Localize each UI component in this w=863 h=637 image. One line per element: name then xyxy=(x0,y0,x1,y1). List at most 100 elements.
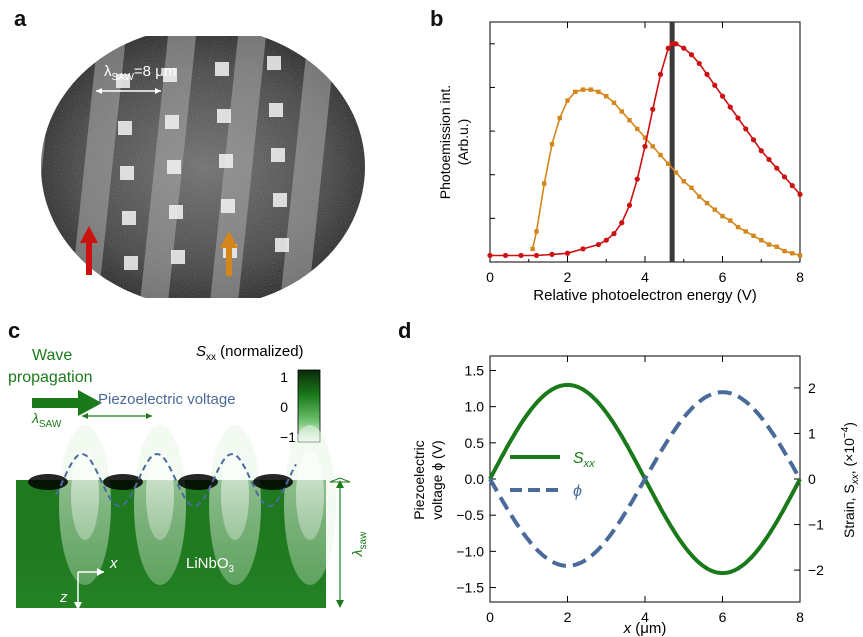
data-point xyxy=(542,181,547,186)
depth-lambda-label: λsaw xyxy=(349,531,369,557)
data-point xyxy=(580,246,586,252)
data-point xyxy=(530,246,535,252)
data-point xyxy=(774,244,779,249)
data-point xyxy=(588,87,593,92)
data-point xyxy=(635,126,640,132)
y-tick-label: −1.5 xyxy=(456,580,484,596)
coordinate-axes: x z xyxy=(59,555,118,610)
data-point xyxy=(750,137,757,143)
data-point xyxy=(759,237,764,243)
x-tick-label: 8 xyxy=(796,269,804,285)
y-tick-label: 0.0 xyxy=(465,471,485,487)
y-axis-label-line2: (Arb.u.) xyxy=(455,119,471,166)
y2-tick-label: −1 xyxy=(808,517,824,533)
panel-d-chart: 0 2 4 6 8 1.5 1.0 0.5 0.0 −0.5 −1.0 −1.5 2 1 0 −1 −2 Sxx… xyxy=(411,355,861,637)
colorbar-tick-1: 1 xyxy=(280,369,288,385)
data-point xyxy=(704,200,710,206)
data-point xyxy=(719,93,726,99)
data-point xyxy=(735,224,741,230)
y-axis-left-label-line2: voltage ϕ (V) xyxy=(429,440,445,519)
svg-text:x: x xyxy=(109,555,118,572)
piezo-voltage-wave xyxy=(55,452,297,508)
data-point xyxy=(681,179,686,184)
data-point xyxy=(650,144,655,149)
x-tick-label: 6 xyxy=(719,269,727,285)
lambda-saw-label: λSAW xyxy=(31,410,62,430)
series-line-1 xyxy=(490,43,801,257)
data-point xyxy=(595,241,602,248)
wave-direction-arrow xyxy=(32,390,102,416)
data-point xyxy=(603,237,609,243)
y2-tick-label: 0 xyxy=(808,471,816,487)
y-tick-label: 1.5 xyxy=(465,362,485,378)
data-point xyxy=(673,170,679,175)
panel-letter-b: b xyxy=(430,6,444,31)
data-point xyxy=(669,41,675,47)
data-point xyxy=(712,82,718,88)
legend-phi: ϕ xyxy=(573,483,582,500)
data-point xyxy=(681,45,687,51)
panel-c-schematic: Wave propagation Sxx (normalized) 1 0 −1… xyxy=(8,343,369,610)
data-point xyxy=(766,242,772,247)
y-axis-label-line1: Photoemission int. xyxy=(437,85,453,199)
series-line-0 xyxy=(531,88,801,257)
data-point xyxy=(712,207,717,212)
data-point xyxy=(642,143,648,149)
data-point xyxy=(611,100,617,105)
data-point xyxy=(573,89,578,95)
x-tick-label: 8 xyxy=(796,609,804,625)
y2-tick-label: 2 xyxy=(808,380,816,396)
depth-arrow xyxy=(329,477,351,608)
x-tick-label: 0 xyxy=(486,269,494,285)
y-axis-left-label-line1: Piezoelectric xyxy=(411,440,427,519)
data-point xyxy=(797,191,803,197)
colorbar-title: Sxx (normalized) xyxy=(196,343,304,363)
data-point xyxy=(626,202,633,208)
data-point xyxy=(781,174,788,180)
data-point xyxy=(688,52,695,58)
red-arrow xyxy=(80,226,98,275)
x-tick-label: 4 xyxy=(641,269,649,285)
data-point xyxy=(657,71,664,77)
panel-letter-c: c xyxy=(8,318,21,343)
y-tick-label: 1.0 xyxy=(465,399,485,415)
wave-label-line2: propagation xyxy=(8,369,93,386)
colorbar-tick-0: 0 xyxy=(280,399,288,415)
svg-text:z: z xyxy=(59,589,68,606)
data-point xyxy=(549,141,555,147)
data-point xyxy=(518,252,524,259)
data-point xyxy=(697,194,702,199)
data-point xyxy=(766,156,772,163)
data-point xyxy=(774,165,780,171)
y-axis-right-label: Strain, Sxx, (×10−4) xyxy=(840,422,861,538)
y-tick-label: 0.5 xyxy=(465,435,485,451)
legend-sxx: Sxx xyxy=(573,450,595,470)
data-point xyxy=(751,233,756,239)
y-tick-label: −0.5 xyxy=(456,507,484,523)
x-tick-label: 6 xyxy=(719,609,727,625)
data-point xyxy=(727,104,733,110)
data-point xyxy=(502,252,509,259)
data-point xyxy=(720,213,725,219)
data-point xyxy=(658,152,663,158)
panel-a-micrograph: λSAW=8 μm xyxy=(38,36,368,298)
colorbar-tick-neg1: −1 xyxy=(280,429,296,445)
data-point xyxy=(758,148,764,154)
data-point xyxy=(728,218,733,223)
data-point xyxy=(743,229,748,234)
x-tick-label: 2 xyxy=(564,269,572,285)
panel-letter-a: a xyxy=(14,6,27,31)
data-point xyxy=(580,87,586,92)
x-tick-label: 4 xyxy=(641,609,649,625)
substrate xyxy=(16,425,336,608)
data-point xyxy=(557,115,562,121)
panel-b-chart: 0 2 4 6 8 Photoemission int. (Arb.u.) Relati… xyxy=(437,21,804,304)
data-point xyxy=(619,220,625,226)
data-point xyxy=(611,231,617,237)
data-point xyxy=(596,89,601,95)
x-tick-label: 0 xyxy=(486,609,494,625)
data-point xyxy=(604,93,609,99)
x-axis-label: x (μm) xyxy=(623,620,667,637)
data-point xyxy=(735,115,741,121)
legend: Sxx ϕ xyxy=(510,450,595,500)
